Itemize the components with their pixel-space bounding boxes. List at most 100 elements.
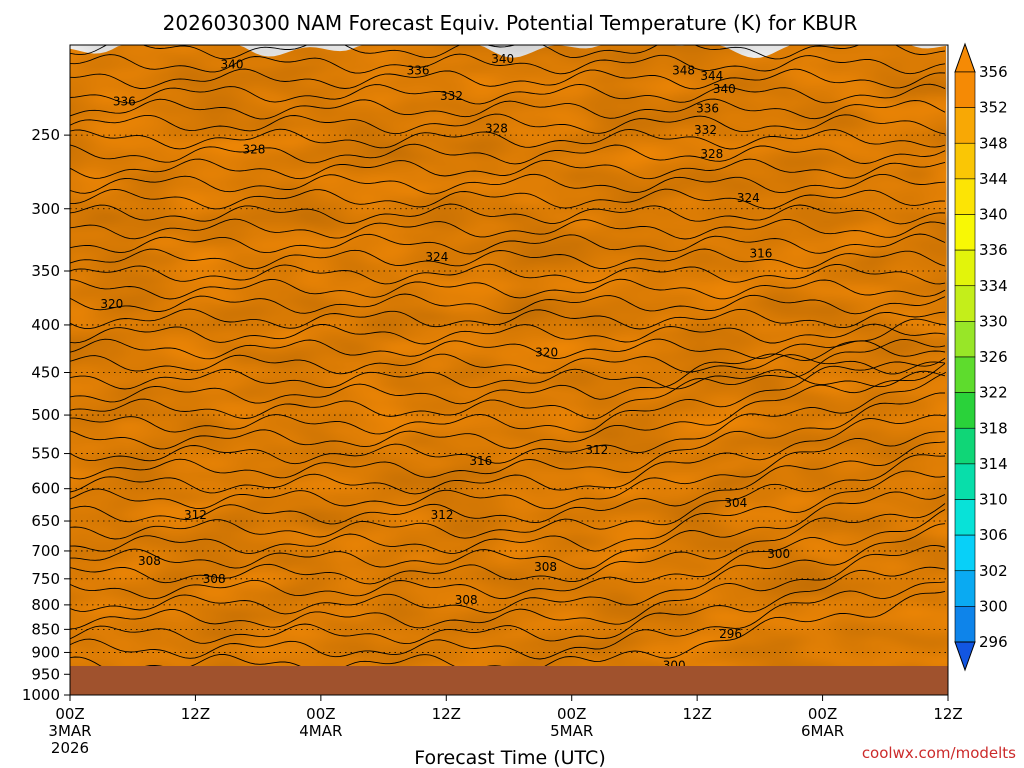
contour-line	[70, 68, 946, 90]
contour-line	[70, 338, 946, 420]
credit-text: coolwx.com/modelts	[862, 744, 1016, 762]
colorbar-swatch	[954, 499, 976, 536]
colorbar-label: 300	[979, 597, 1008, 615]
colorbar-label: 334	[979, 277, 1008, 295]
contour-line	[70, 454, 946, 540]
contour-label: 340	[491, 52, 514, 66]
y-tick-label: 400	[31, 316, 60, 334]
contour-line	[70, 363, 946, 450]
x-tick-label: 00Z	[808, 705, 837, 723]
x-tick-label: 6MAR	[801, 722, 844, 740]
ground-below-surface	[70, 666, 948, 695]
contour-label: 344	[700, 69, 723, 83]
contour-label: 320	[535, 345, 558, 359]
contour-label: 308	[455, 593, 478, 607]
contour-line	[70, 357, 946, 435]
colorbar-label: 314	[979, 455, 1008, 473]
contour-line	[70, 83, 946, 105]
y-tick-label: 750	[31, 570, 60, 588]
contour-label: 348	[672, 63, 695, 77]
contour-line	[70, 45, 946, 60]
colorbar-extend-top	[954, 42, 976, 73]
contour-line	[70, 143, 946, 165]
x-tick-label: 4MAR	[299, 722, 342, 740]
contour-label: 324	[425, 250, 448, 264]
colorbar-label: 340	[979, 206, 1008, 224]
colorbar-label: 326	[979, 348, 1008, 366]
contour-label: 304	[724, 496, 747, 510]
colorbar-label: 356	[979, 63, 1008, 81]
pressure-gridlines	[70, 134, 948, 675]
colorbar-label: 306	[979, 526, 1008, 544]
y-tick-label: 1000	[22, 686, 60, 704]
colorbar-swatch	[954, 534, 976, 572]
contour-line	[70, 263, 946, 285]
x-tick-label: 5MAR	[550, 722, 593, 740]
colorbar-swatch	[954, 427, 976, 465]
contour-line	[70, 338, 946, 360]
contour-line	[70, 308, 946, 330]
y-tick-label: 850	[31, 620, 60, 638]
y-tick-label: 550	[31, 445, 60, 463]
colorbar-label: 336	[979, 241, 1008, 259]
colorbar-label: 352	[979, 99, 1008, 117]
colorbar-swatch	[954, 570, 976, 607]
contour-label: 308	[138, 554, 161, 568]
contour-label: 296	[719, 627, 742, 641]
y-tick-label: 650	[31, 512, 60, 530]
contour-line	[70, 173, 946, 195]
contour-label: 328	[700, 147, 723, 161]
chart-title: 2026030300 NAM Forecast Equiv. Potential…	[163, 11, 858, 35]
contour-line	[70, 523, 946, 615]
contour-line	[70, 414, 946, 495]
contour-label: 336	[696, 101, 719, 115]
colorbar-label: 330	[979, 312, 1008, 330]
x-tick-label: 00Z	[557, 705, 586, 723]
y-tick-label: 250	[31, 126, 60, 144]
colorbar-label: 348	[979, 134, 1008, 152]
contour-label: 332	[694, 123, 717, 137]
contour-line	[70, 470, 946, 555]
colorbar-label: 296	[979, 633, 1008, 651]
contour-line	[70, 503, 946, 585]
contour-label: 308	[534, 560, 557, 574]
colorbar-swatch	[954, 606, 976, 643]
contour-label: 340	[221, 58, 244, 72]
contour-line	[70, 544, 946, 630]
x-tick-label: 3MAR	[48, 722, 91, 740]
contour-line	[70, 323, 946, 345]
contour-line	[70, 318, 946, 405]
x-tick-label: 00Z	[55, 705, 84, 723]
contour-label: 340	[713, 82, 736, 96]
x-axis-label: Forecast Time (UTC)	[414, 747, 605, 768]
y-tick-label: 300	[31, 200, 60, 218]
y-tick-label: 900	[31, 643, 60, 661]
colorbar-swatch	[954, 249, 976, 287]
x-tick-label: 00Z	[306, 705, 335, 723]
colorbar-swatch	[954, 321, 976, 358]
colorbar-swatch	[954, 392, 976, 429]
contour-line	[70, 441, 946, 525]
x-tick-label: 12Z	[181, 705, 210, 723]
contour-label: 320	[100, 297, 123, 311]
contour-line	[70, 581, 946, 660]
x-tick-label: 12Z	[933, 705, 962, 723]
contour-label: 328	[485, 122, 508, 136]
contour-line	[70, 509, 946, 600]
contour-label: 328	[243, 142, 266, 156]
band-texture	[70, 45, 948, 695]
contour-line	[70, 128, 946, 150]
contour-label: 332	[440, 89, 463, 103]
y-axis: 250 300 350 400 450 500 550 600 650 700 750 800 850 9…	[22, 126, 70, 704]
contour-label: 300	[767, 547, 790, 561]
contour-line	[70, 53, 946, 75]
colorbar-swatch	[954, 356, 976, 393]
colorbar-swatch	[954, 71, 976, 108]
contour-line	[70, 248, 946, 270]
contour-lines	[70, 45, 946, 675]
colorbar-label: 310	[979, 491, 1008, 509]
